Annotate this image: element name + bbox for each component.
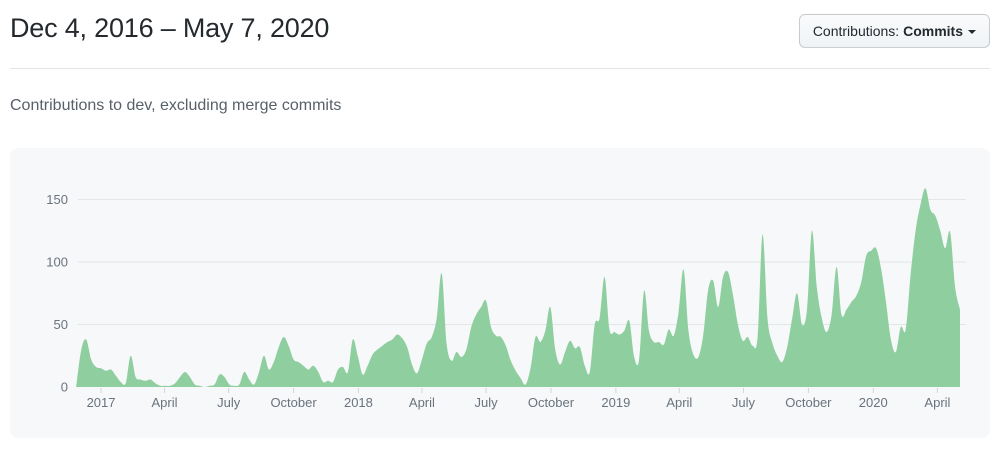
- chart-subtitle: Contributions to dev, excluding merge co…: [10, 97, 342, 114]
- y-axis-label: 50: [54, 317, 68, 332]
- caret-down-icon: [968, 30, 976, 34]
- x-axis-label: July: [475, 395, 499, 410]
- x-axis-label: October: [528, 395, 575, 410]
- x-axis-label: 2019: [601, 395, 630, 410]
- contributions-filter-button[interactable]: Contributions: Commits: [798, 14, 990, 48]
- contributions-area-chart: 0 50 100 150 2017 April July October 2018 April Ju…: [46, 188, 966, 410]
- x-axis-label: July: [732, 395, 756, 410]
- x-axis-label: April: [924, 395, 950, 410]
- contributions-chart-panel: 0 50 100 150 2017 April July October 2018 April Ju…: [10, 148, 990, 438]
- filter-button-selected-value: Commits: [903, 23, 963, 39]
- y-axis-label: 100: [46, 255, 68, 270]
- x-axis-label: 2018: [344, 395, 373, 410]
- x-axis-label: April: [152, 395, 178, 410]
- x-axis-label: April: [409, 395, 435, 410]
- y-axis-label: 150: [46, 192, 68, 207]
- x-axis-label: 2017: [87, 395, 116, 410]
- page-header: Dec 4, 2016 – May 7, 2020 Contributions:…: [10, 0, 990, 48]
- x-axis-label: October: [270, 395, 317, 410]
- header-divider: [10, 68, 990, 69]
- y-axis-label: 0: [61, 380, 68, 395]
- insights-page: Dec 4, 2016 – May 7, 2020 Contributions:…: [10, 0, 990, 438]
- page-title: Dec 4, 2016 – May 7, 2020: [10, 13, 330, 43]
- filter-button-prefix: Contributions:: [812, 23, 900, 39]
- x-axis-label: July: [217, 395, 241, 410]
- x-axis-label: October: [785, 395, 832, 410]
- commits-area-series: [76, 188, 961, 387]
- x-axis-label: 2020: [859, 395, 888, 410]
- x-axis-label: April: [666, 395, 692, 410]
